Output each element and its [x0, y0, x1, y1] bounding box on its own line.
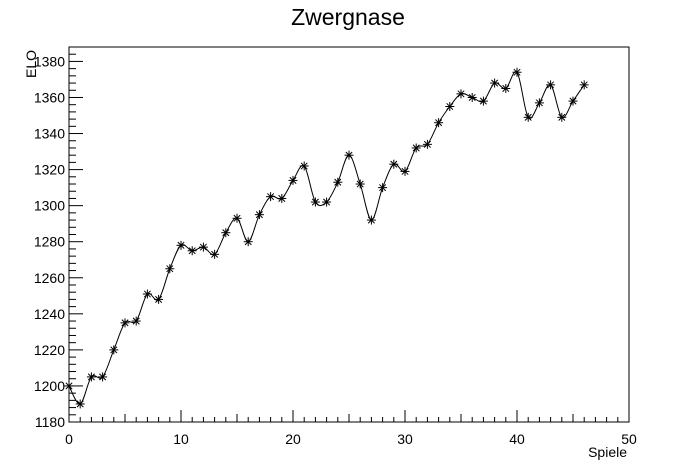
- chart-title: Zwergnase: [291, 4, 405, 30]
- data-point: [266, 192, 276, 202]
- data-point: [333, 177, 343, 187]
- x-tick-label: 40: [509, 431, 525, 447]
- data-point: [221, 228, 231, 238]
- data-point: [400, 166, 410, 176]
- data-point: [534, 98, 544, 108]
- y-tick-label: 1380: [34, 53, 65, 69]
- data-point: [254, 210, 264, 220]
- y-axis: 1180 1200 1220 1240 1260 1280 1300 1320 1340 1360…: [34, 46, 83, 430]
- data-point: [154, 294, 164, 304]
- data-point: [557, 112, 567, 122]
- data-point: [366, 215, 376, 225]
- data-point: [568, 96, 578, 106]
- x-axis-label: Spiele: [588, 444, 627, 460]
- data-point: [98, 372, 108, 382]
- data-point: [389, 159, 399, 169]
- y-tick-label: 1340: [34, 126, 65, 142]
- data-point: [232, 213, 242, 223]
- x-tick-label: 20: [285, 431, 301, 447]
- y-tick-label: 1240: [34, 306, 65, 322]
- y-tick-label: 1200: [34, 378, 65, 394]
- data-point: [86, 372, 96, 382]
- data-point: [299, 161, 309, 171]
- data-point: [355, 179, 365, 189]
- data-point: [501, 83, 511, 93]
- x-axis: 0 10 20 30 40 50: [65, 410, 637, 447]
- data-point: [243, 237, 253, 247]
- x-tick-label: 10: [173, 431, 189, 447]
- y-tick-label: 1260: [34, 270, 65, 286]
- data-point: [165, 264, 175, 274]
- data-point: [75, 399, 85, 409]
- data-point: [512, 67, 522, 77]
- data-point: [187, 246, 197, 256]
- x-tick-label: 30: [397, 431, 413, 447]
- y-tick-label: 1360: [34, 89, 65, 105]
- data-points: [64, 67, 589, 409]
- x-tick-label: 50: [621, 431, 637, 447]
- data-point: [378, 183, 388, 193]
- y-tick-label: 1180: [35, 414, 65, 430]
- data-point: [310, 197, 320, 207]
- data-point: [546, 80, 556, 90]
- data-point: [579, 80, 589, 90]
- data-point: [490, 78, 500, 88]
- data-point: [422, 139, 432, 149]
- data-point: [64, 381, 74, 391]
- data-point: [478, 96, 488, 106]
- data-point: [176, 240, 186, 250]
- data-point: [322, 197, 332, 207]
- data-point: [456, 89, 466, 99]
- y-axis-label: ELO: [23, 50, 39, 78]
- data-point: [109, 345, 119, 355]
- data-point: [120, 318, 130, 328]
- y-tick-label: 1280: [34, 234, 65, 250]
- data-point: [131, 316, 141, 326]
- data-point: [523, 112, 533, 122]
- data-point: [142, 289, 152, 299]
- data-point: [210, 249, 220, 259]
- y-tick-label: 1220: [34, 342, 65, 358]
- data-point: [445, 101, 455, 111]
- data-point: [411, 143, 421, 153]
- data-point: [434, 118, 444, 128]
- series-line: [68, 70, 585, 405]
- y-tick-label: 1320: [34, 162, 65, 178]
- y-tick-label: 1300: [34, 198, 65, 214]
- x-tick-label: 0: [65, 431, 73, 447]
- plot-frame: [68, 46, 630, 423]
- data-point: [344, 150, 354, 160]
- data-point: [467, 92, 477, 102]
- data-point: [198, 242, 208, 252]
- data-point: [288, 175, 298, 185]
- data-point: [277, 193, 287, 203]
